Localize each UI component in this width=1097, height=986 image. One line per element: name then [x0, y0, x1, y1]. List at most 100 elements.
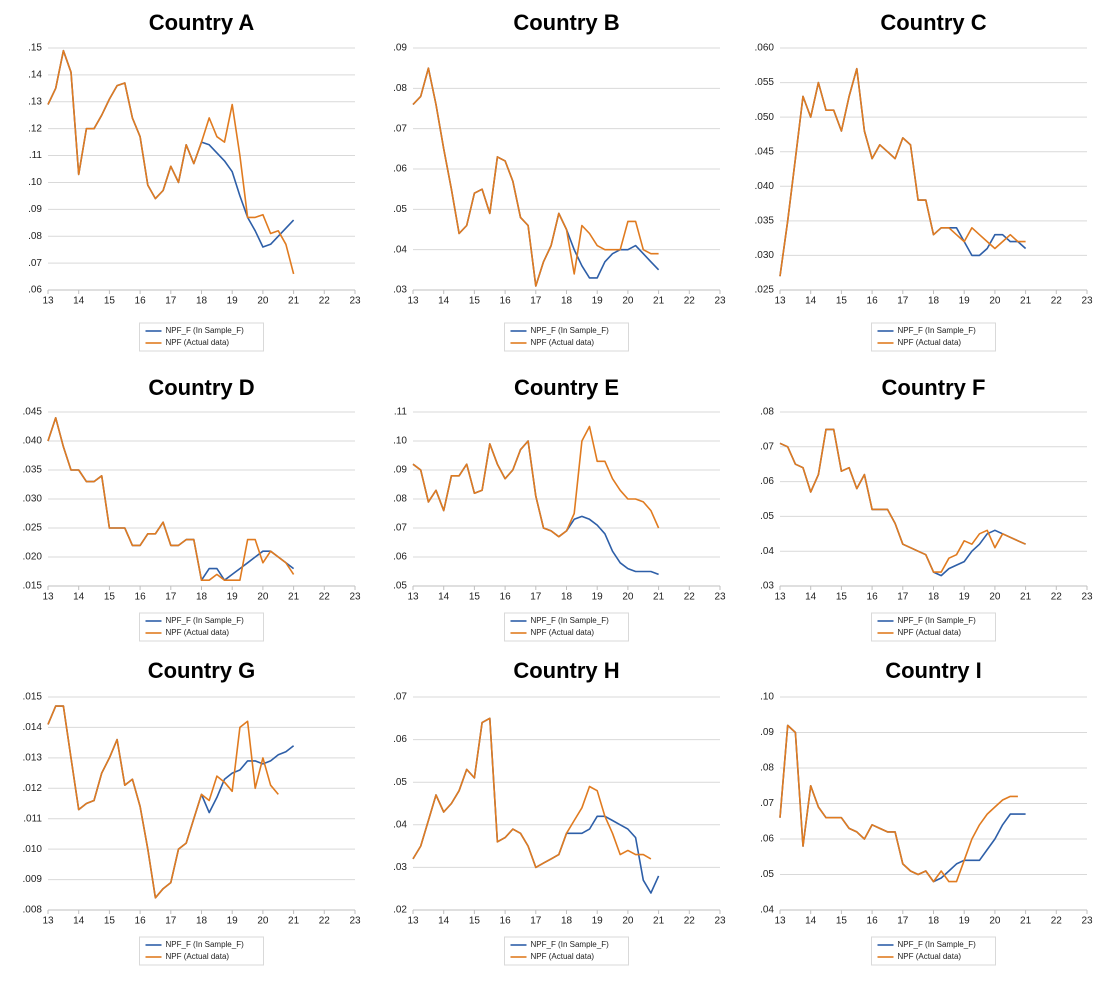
x-tick-label: 22 [684, 592, 696, 603]
legend-box [139, 612, 264, 642]
x-tick-label: 21 [1020, 592, 1032, 603]
y-tick-label: .04 [393, 244, 407, 255]
y-tick-label: .030 [23, 494, 43, 505]
x-tick-label: 14 [805, 916, 817, 927]
x-tick-label: 16 [500, 296, 512, 307]
y-tick-label: .09 [393, 465, 407, 476]
y-tick-label: .055 [755, 77, 775, 88]
x-tick-label: 15 [469, 592, 481, 603]
x-tick-label: 19 [959, 296, 971, 307]
chart-title: Country G [148, 658, 256, 683]
x-tick-label: 15 [836, 592, 848, 603]
x-tick-label: 13 [407, 296, 419, 307]
x-tick-label: 16 [135, 592, 147, 603]
y-tick-label: .06 [393, 734, 407, 745]
x-tick-label: 18 [561, 916, 573, 927]
y-tick-label: .11 [29, 150, 43, 161]
legend-label: NPF (Actual data) [898, 338, 962, 347]
x-tick-label: 13 [42, 296, 54, 307]
legend-label: NPF_F (In Sample_F) [898, 940, 977, 949]
y-tick-label: .015 [23, 692, 43, 703]
y-tick-label: .07 [393, 523, 407, 534]
x-tick-label: 21 [653, 296, 665, 307]
x-tick-label: 16 [135, 916, 147, 927]
legend-label: NPF_F (In Sample_F) [898, 326, 977, 335]
x-tick-label: 14 [805, 296, 817, 307]
x-tick-label: 17 [897, 592, 909, 603]
x-tick-label: 22 [1051, 296, 1063, 307]
chart-title: Country D [148, 375, 254, 400]
x-tick-label: 13 [407, 592, 419, 603]
x-tick-label: 19 [592, 296, 604, 307]
x-tick-label: 20 [257, 916, 269, 927]
series-line [779, 67, 1027, 277]
series-line [47, 417, 295, 581]
y-tick-label: .04 [393, 819, 407, 830]
y-tick-label: .08 [393, 494, 407, 505]
x-tick-label: 15 [469, 916, 481, 927]
y-tick-label: .08 [393, 83, 407, 94]
legend-label: NPF (Actual data) [898, 952, 962, 961]
x-tick-label: 20 [622, 592, 634, 603]
y-tick-label: .035 [23, 465, 43, 476]
y-tick-label: .07 [393, 692, 407, 703]
x-tick-label: 19 [227, 296, 239, 307]
x-tick-label: 23 [349, 296, 361, 307]
x-tick-label: 18 [196, 592, 208, 603]
x-tick-label: 22 [319, 592, 331, 603]
y-tick-label: .025 [23, 523, 43, 534]
x-tick-label: 17 [897, 296, 909, 307]
x-tick-label: 18 [928, 592, 940, 603]
series-line [412, 717, 652, 869]
legend-label: NPF (Actual data) [166, 952, 230, 961]
x-tick-label: 23 [1081, 296, 1093, 307]
x-tick-label: 14 [805, 592, 817, 603]
y-tick-label: .06 [393, 164, 407, 175]
x-tick-label: 17 [530, 916, 542, 927]
y-tick-label: .09 [760, 727, 774, 738]
legend-label: NPF_F (In Sample_F) [166, 940, 245, 949]
y-tick-label: .05 [393, 777, 407, 788]
y-tick-label: .035 [755, 215, 775, 226]
x-tick-label: 13 [774, 916, 786, 927]
legend-label: NPF (Actual data) [166, 338, 230, 347]
x-tick-label: 21 [1020, 916, 1032, 927]
series-line [779, 428, 1026, 577]
legend-box [871, 322, 996, 352]
legend-box [139, 322, 264, 352]
y-tick-label: .010 [23, 844, 43, 855]
x-tick-label: 22 [684, 296, 696, 307]
legend-label: NPF_F (In Sample_F) [898, 616, 977, 625]
x-tick-label: 19 [592, 592, 604, 603]
y-tick-label: .09 [28, 204, 42, 215]
y-tick-label: .07 [760, 798, 774, 809]
x-tick-label: 18 [196, 296, 208, 307]
y-tick-label: .07 [393, 123, 407, 134]
y-tick-label: .08 [760, 763, 774, 774]
x-tick-label: 16 [867, 592, 879, 603]
x-tick-label: 17 [165, 296, 177, 307]
legend-label: NPF_F (In Sample_F) [531, 326, 610, 335]
y-tick-label: .020 [23, 552, 43, 563]
x-tick-label: 22 [1051, 916, 1063, 927]
x-tick-label: 20 [622, 296, 634, 307]
x-tick-label: 23 [714, 296, 726, 307]
x-tick-label: 20 [257, 296, 269, 307]
x-tick-label: 15 [836, 296, 848, 307]
x-tick-label: 20 [989, 592, 1001, 603]
y-tick-label: .13 [28, 96, 42, 107]
chart-title: Country B [513, 10, 619, 35]
legend-label: NPF (Actual data) [166, 628, 230, 637]
x-tick-label: 14 [73, 296, 85, 307]
x-tick-label: 15 [469, 296, 481, 307]
legend-label: NPF_F (In Sample_F) [531, 616, 610, 625]
y-tick-label: .009 [23, 874, 43, 885]
x-tick-label: 13 [774, 296, 786, 307]
x-tick-label: 14 [438, 592, 450, 603]
legend-label: NPF_F (In Sample_F) [166, 326, 245, 335]
x-tick-label: 16 [500, 592, 512, 603]
x-tick-label: 19 [959, 916, 971, 927]
x-tick-label: 21 [653, 592, 665, 603]
x-tick-label: 21 [288, 296, 300, 307]
y-tick-label: .12 [28, 123, 42, 134]
